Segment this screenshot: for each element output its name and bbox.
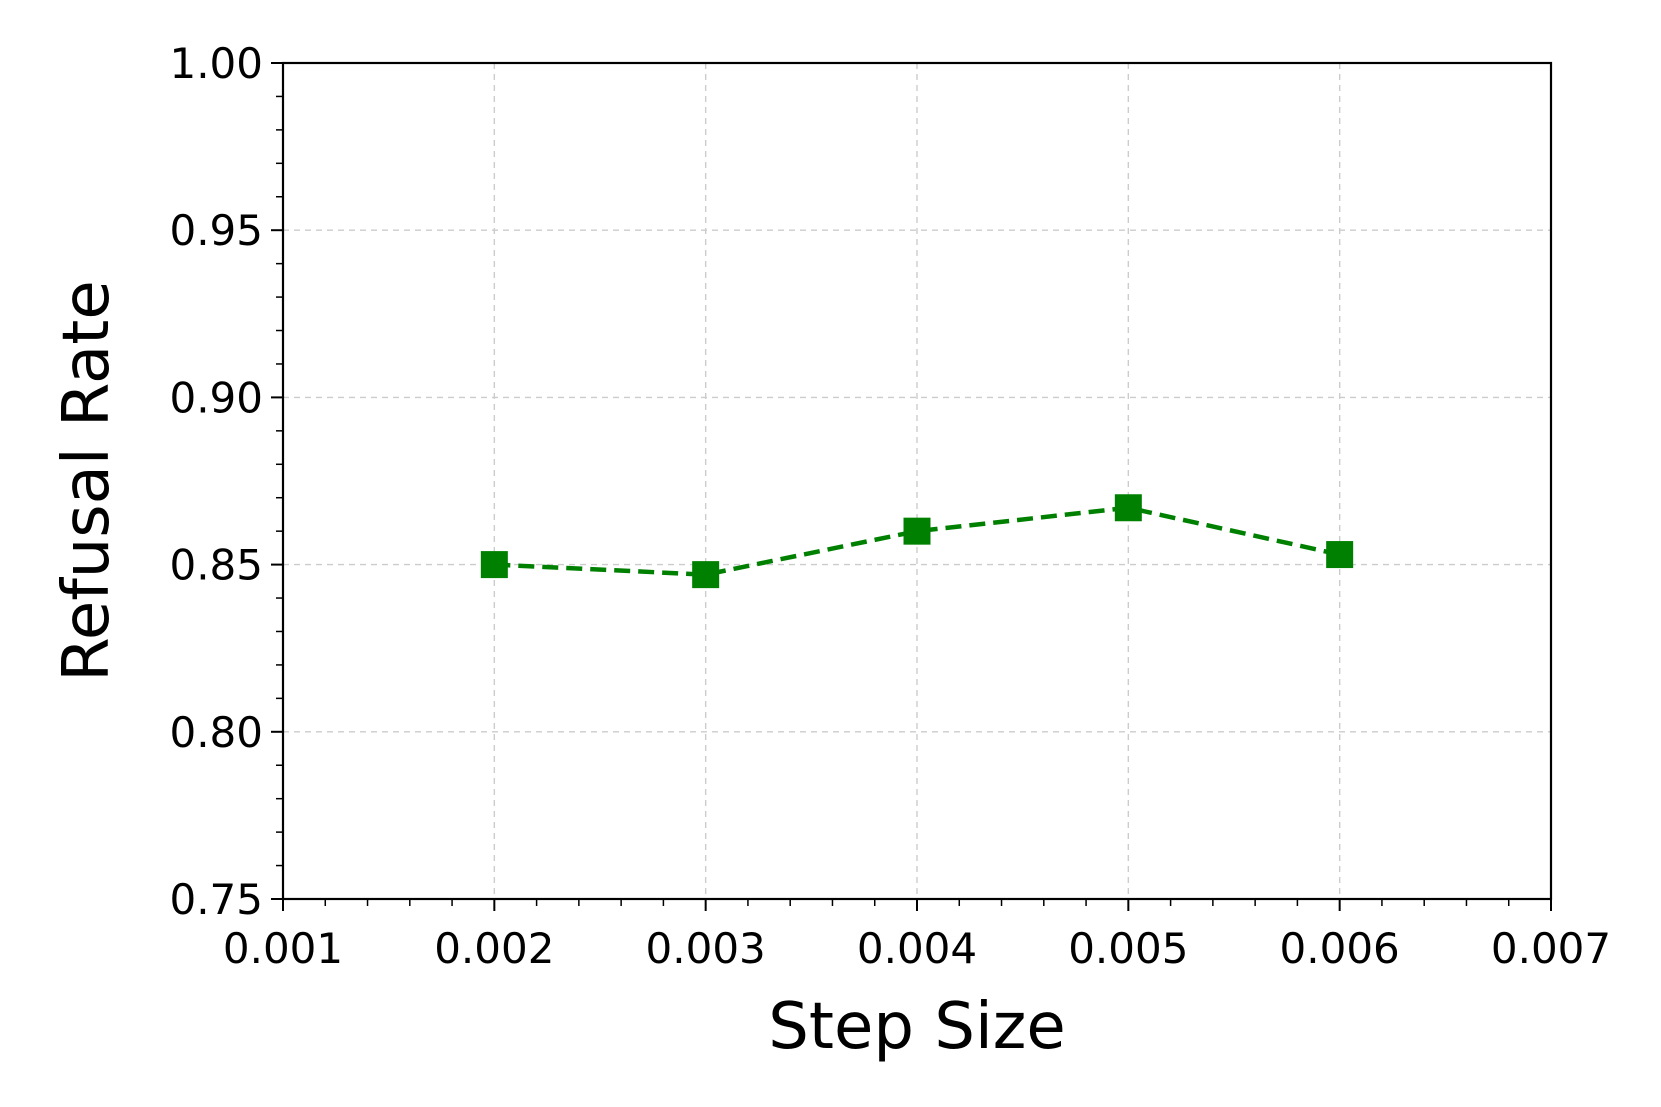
x-axis-label: Step Size xyxy=(768,990,1065,1064)
x-tick-label: 0.002 xyxy=(434,924,554,973)
y-tick-labels: 0.75 0.80 0.85 0.90 0.95 1.00 xyxy=(169,39,263,924)
data-point-marker xyxy=(1326,541,1354,569)
x-tick-label: 0.005 xyxy=(1068,924,1188,973)
x-tick-label: 0.006 xyxy=(1280,924,1400,973)
y-tick-label: 0.75 xyxy=(169,875,263,924)
y-axis-label: Refusal Rate xyxy=(50,280,124,682)
y-tick-label: 0.80 xyxy=(169,708,263,757)
x-tick-label: 0.004 xyxy=(857,924,977,973)
y-tick-label: 0.95 xyxy=(169,206,263,255)
plot-frame xyxy=(281,61,1553,901)
x-tick-label: 0.007 xyxy=(1491,924,1611,973)
data-point-marker xyxy=(480,551,508,579)
y-tick-label: 0.85 xyxy=(169,541,263,590)
y-tick-label: 0.90 xyxy=(169,373,263,422)
series-layer xyxy=(480,494,1354,589)
x-tick-label: 0.001 xyxy=(223,924,343,973)
grid-lines xyxy=(283,63,1551,899)
data-point-marker xyxy=(692,561,720,589)
major-ticks xyxy=(271,62,1552,911)
y-tick-label: 1.00 xyxy=(169,39,263,88)
x-tick-label: 0.003 xyxy=(646,924,766,973)
x-tick-labels: 0.001 0.002 0.003 0.004 0.005 0.006 0.007 xyxy=(223,924,1611,973)
data-point-marker xyxy=(1114,494,1142,522)
minor-ticks xyxy=(276,95,1510,906)
data-point-marker xyxy=(903,517,931,545)
